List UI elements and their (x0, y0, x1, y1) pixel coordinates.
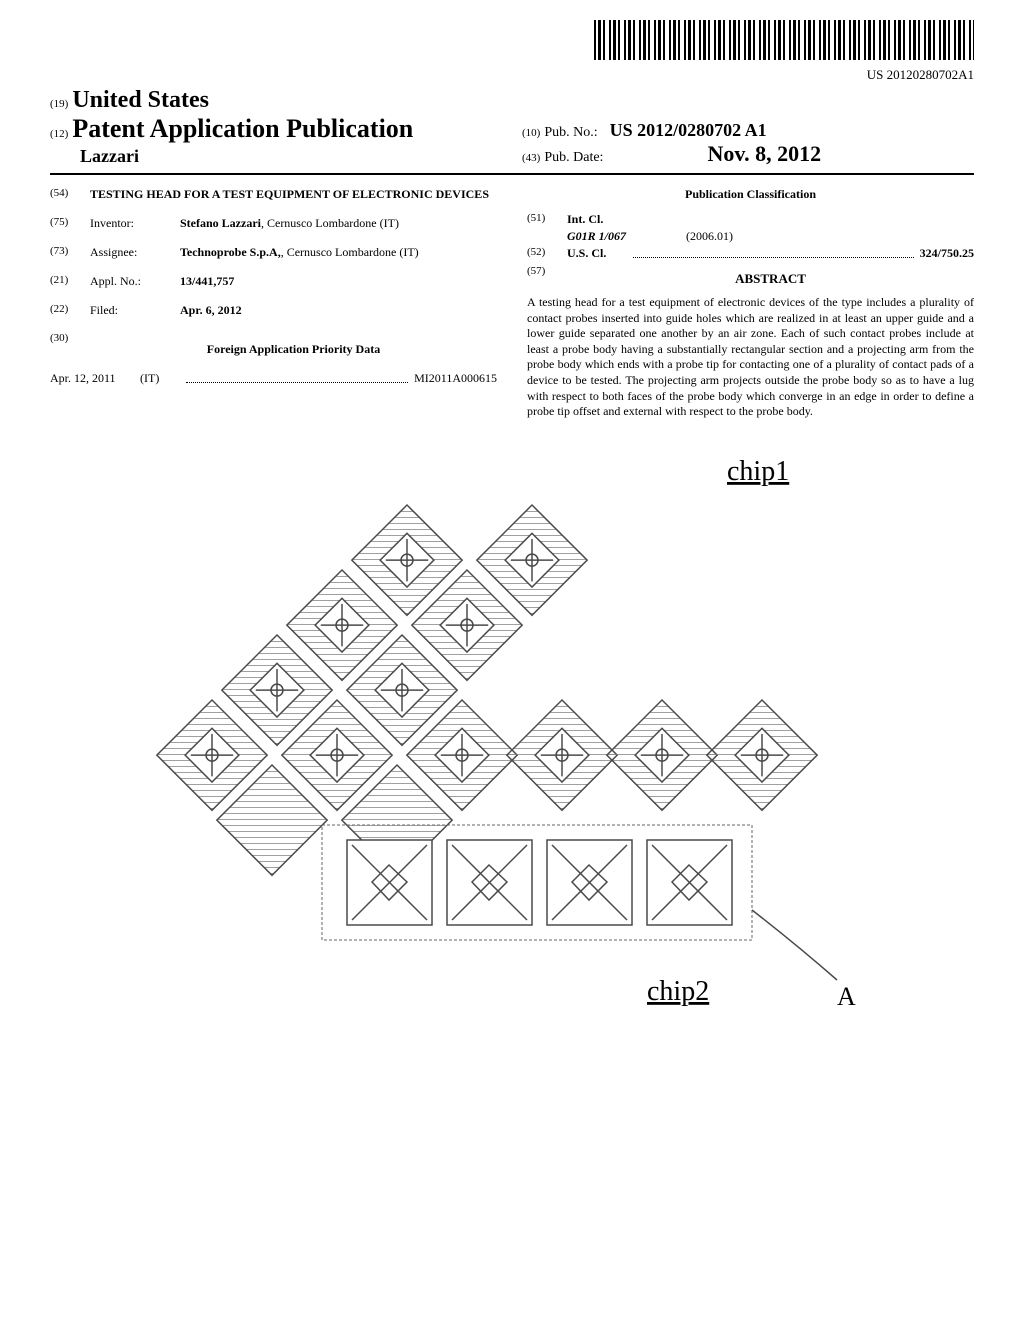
title-text: TESTING HEAD FOR A TEST EQUIPMENT OF ELE… (90, 187, 497, 202)
author-line: Lazzari (80, 146, 502, 167)
intcl-row: (51) Int. Cl. (527, 212, 974, 227)
pub-title: Patent Application Publication (72, 114, 413, 143)
foreign-row: (30) Foreign Application Priority Data (50, 332, 497, 367)
authority-prefix: (19) (50, 98, 68, 110)
foreign-date: Apr. 12, 2011 (50, 371, 140, 386)
foreign-no: MI2011A000615 (414, 371, 497, 386)
assignee-label: Assignee: (90, 245, 180, 260)
title-code: (54) (50, 187, 90, 202)
abstract-header-row: (57) ABSTRACT (527, 265, 974, 293)
barcode-graphic (594, 20, 974, 60)
right-column: Publication Classification (51) Int. Cl.… (527, 187, 974, 420)
metadata-columns: (54) TESTING HEAD FOR A TEST EQUIPMENT O… (50, 187, 974, 420)
appl-label: Appl. No.: (90, 274, 180, 289)
chip1-label: chip1 (727, 456, 789, 487)
appl-value: 13/441,757 (180, 274, 497, 289)
chip2-label: chip2 (647, 976, 709, 1007)
pub-number-prefix: (10) (522, 127, 540, 139)
left-column: (54) TESTING HEAD FOR A TEST EQUIPMENT O… (50, 187, 497, 420)
abstract-header: ABSTRACT (567, 271, 974, 287)
inventor-row: (75) Inventor: Stefano Lazzari, Cernusco… (50, 216, 497, 231)
authority: United States (72, 87, 209, 113)
dots-filler (186, 371, 408, 383)
header-right: (10) Pub. No.: US 2012/0280702 A1 (43) P… (502, 120, 974, 167)
foreign-data-row: Apr. 12, 2011 (IT) MI2011A000615 (50, 371, 497, 386)
abstract-code: (57) (527, 265, 567, 293)
assignee-row: (73) Assignee: Technoprobe S.p.A,, Cernu… (50, 245, 497, 260)
abstract-text: A testing head for a test equipment of e… (527, 295, 974, 420)
filed-value: Apr. 6, 2012 (180, 303, 497, 318)
inventor-value: Stefano Lazzari, Cernusco Lombardone (IT… (180, 216, 497, 231)
inventor-label: Inventor: (90, 216, 180, 231)
uscl-row: (52) U.S. Cl. 324/750.25 (527, 246, 974, 261)
filed-row: (22) Filed: Apr. 6, 2012 (50, 303, 497, 318)
foreign-country: (IT) (140, 371, 180, 386)
authority-line: (19) United States (50, 87, 502, 114)
arrow-a-label: A (837, 982, 856, 1010)
intcl-code: (51) (527, 212, 567, 227)
pub-date: Nov. 8, 2012 (707, 141, 821, 166)
filed-code: (22) (50, 303, 90, 318)
document-header: (19) United States (12) Patent Applicati… (50, 87, 974, 175)
author-name: Lazzari (80, 146, 139, 166)
foreign-code: (30) (50, 332, 90, 367)
title-row: (54) TESTING HEAD FOR A TEST EQUIPMENT O… (50, 187, 497, 202)
uscl-value: 324/750.25 (920, 246, 974, 261)
intcl-year: (2006.01) (686, 229, 733, 244)
appl-no: 13/441,757 (180, 274, 234, 288)
arrow-a (752, 910, 837, 980)
pub-number: US 2012/0280702 A1 (610, 120, 767, 140)
pub-date-line: (43) Pub. Date: Nov. 8, 2012 (522, 141, 974, 167)
pub-date-label: Pub. Date: (544, 150, 603, 165)
pub-number-line: (10) Pub. No.: US 2012/0280702 A1 (522, 120, 974, 141)
assignee-name: Technoprobe S.p.A, (180, 245, 281, 259)
barcode-section: US 20120280702A1 (50, 20, 974, 83)
figure-container: chip1 (50, 450, 974, 1015)
intcl-value-row: G01R 1/067 (2006.01) (527, 229, 974, 244)
foreign-header: Foreign Application Priority Data (90, 342, 497, 357)
inventor-name: Stefano Lazzari (180, 216, 261, 230)
uscl-label: U.S. Cl. (567, 246, 627, 261)
filed-date: Apr. 6, 2012 (180, 303, 242, 317)
appl-row: (21) Appl. No.: 13/441,757 (50, 274, 497, 289)
assignee-loc: , Cernusco Lombardone (IT) (281, 245, 419, 259)
box-row (347, 840, 732, 925)
inventor-code: (75) (50, 216, 90, 231)
pub-title-prefix: (12) (50, 128, 68, 140)
intcl-class: G01R 1/067 (567, 229, 626, 244)
appl-code: (21) (50, 274, 90, 289)
pub-title-line: (12) Patent Application Publication (50, 114, 502, 144)
inventor-loc: , Cernusco Lombardone (IT) (261, 216, 399, 230)
pub-number-label: Pub. No.: (544, 125, 597, 140)
barcode-id: US 20120280702A1 (50, 67, 974, 83)
uscl-code: (52) (527, 246, 567, 261)
dots-filler (633, 246, 914, 258)
assignee-value: Technoprobe S.p.A,, Cernusco Lombardone … (180, 245, 497, 260)
pub-date-prefix: (43) (522, 152, 540, 164)
header-left: (19) United States (12) Patent Applicati… (50, 87, 502, 167)
classification-header: Publication Classification (527, 187, 974, 202)
filed-label: Filed: (90, 303, 180, 318)
patent-figure: chip1 (137, 450, 887, 1010)
assignee-code: (73) (50, 245, 90, 260)
intcl-label: Int. Cl. (567, 212, 627, 227)
